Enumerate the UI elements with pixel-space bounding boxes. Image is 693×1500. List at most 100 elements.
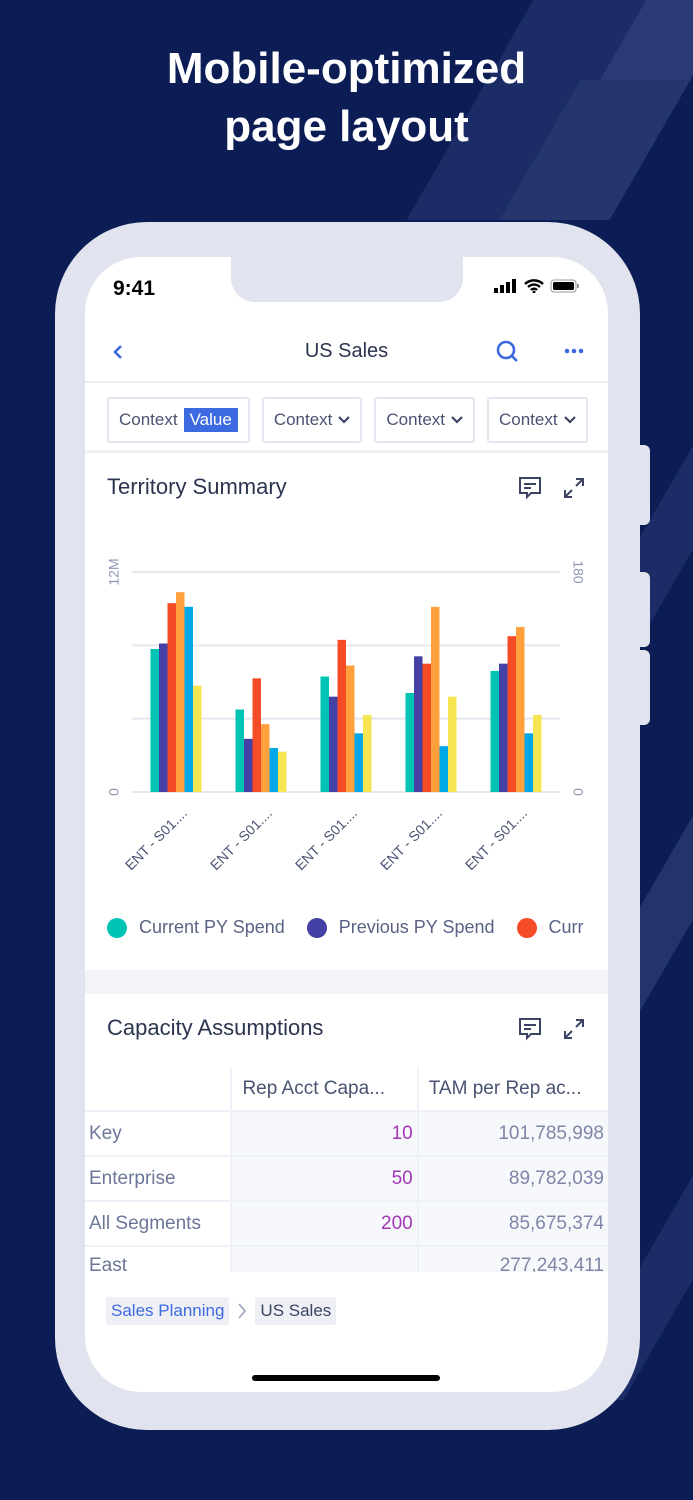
comment-icon[interactable]	[518, 1017, 542, 1041]
context-filter[interactable]: Context Value	[107, 397, 250, 443]
table-cell[interactable]: 89,782,039	[418, 1157, 608, 1200]
table-cell[interactable]	[232, 1247, 417, 1272]
context-value: Value	[183, 408, 238, 432]
chart-bar	[252, 678, 261, 792]
context-filter-bar: Context Value Context Context Context	[85, 385, 608, 453]
notch	[231, 257, 463, 302]
legend-dot	[306, 917, 327, 938]
x-axis-label: ENT - S01....	[377, 805, 445, 873]
chart-bar	[490, 671, 499, 792]
row-label: East	[85, 1247, 231, 1272]
back-chevron-icon[interactable]	[112, 344, 124, 360]
chart-bar	[507, 636, 516, 792]
chart-bar	[176, 592, 185, 792]
context-dropdown[interactable]: Context	[261, 397, 363, 443]
page-title: US Sales	[304, 340, 389, 362]
row-label: Key	[85, 1112, 231, 1155]
table-row: All Segments 200 85,675,374	[85, 1202, 608, 1247]
context-dropdown[interactable]: Context	[487, 397, 588, 443]
legend-item[interactable]: Curr	[516, 917, 584, 938]
chart-bar	[193, 685, 202, 792]
chart-bar	[337, 639, 346, 792]
context-dropdown[interactable]: Context	[374, 397, 475, 443]
breadcrumb: Sales Planning US Sales	[106, 1297, 337, 1325]
row-label: All Segments	[85, 1202, 231, 1245]
chart-bar	[159, 643, 168, 792]
territory-summary-title: Territory Summary	[107, 474, 287, 499]
phone-side-button	[638, 572, 650, 647]
table-cell[interactable]: 200	[232, 1202, 417, 1245]
more-icon[interactable]	[564, 347, 584, 355]
table-cell[interactable]: 10	[232, 1112, 417, 1155]
chevron-down-icon	[338, 416, 351, 424]
headline-line-2: page layout	[224, 102, 469, 151]
legend-label: Curr	[548, 917, 584, 937]
x-axis-label: ENT - S01....	[122, 805, 190, 873]
legend-item[interactable]: Current PY Spend	[107, 917, 285, 938]
context-label: Context	[386, 410, 445, 429]
legend-dot	[107, 917, 127, 938]
signal-icon	[494, 279, 516, 293]
search-icon[interactable]	[495, 339, 521, 365]
context-label: Context	[273, 410, 333, 429]
table-cell[interactable]: 85,675,374	[418, 1202, 608, 1245]
expand-icon[interactable]	[562, 476, 586, 500]
left-axis-tick: 0	[106, 788, 122, 796]
comment-icon[interactable]	[518, 476, 542, 500]
headline: Mobile-optimized page layout	[0, 40, 693, 156]
legend-label: Previous PY Spend	[338, 917, 495, 937]
table-cell[interactable]: 277,243,411	[418, 1247, 608, 1272]
chart-bar	[533, 715, 542, 792]
expand-icon[interactable]	[562, 1017, 586, 1041]
chart-bar	[320, 676, 329, 792]
table-cell[interactable]: 101,785,998	[418, 1112, 608, 1155]
chart-bar	[184, 606, 193, 792]
chevron-right-icon	[238, 1303, 247, 1319]
capacity-table: Rep Acct Capa... TAM per Rep ac... Key 1…	[85, 1067, 608, 1272]
chart-bar	[269, 748, 278, 792]
table-row: Key 10 101,785,998	[85, 1112, 608, 1157]
chart-bar	[439, 746, 448, 792]
home-indicator	[252, 1375, 440, 1381]
chart-bar	[354, 733, 363, 792]
battery-icon	[550, 279, 579, 293]
chart-bar	[244, 738, 253, 792]
legend-item[interactable]: Previous PY Spend	[306, 917, 495, 938]
chart-bar	[150, 649, 159, 792]
right-axis-tick: 180	[570, 560, 586, 584]
chart-bar	[516, 627, 525, 792]
table-header-row: Rep Acct Capa... TAM per Rep ac...	[85, 1067, 608, 1112]
context-label: Context	[499, 410, 558, 429]
capacity-assumptions-title: Capacity Assumptions	[107, 1015, 324, 1040]
column-header	[85, 1067, 231, 1110]
status-time: 9:41	[113, 277, 156, 300]
x-axis-label: ENT - S01....	[292, 805, 360, 873]
chart-bar	[235, 709, 244, 792]
breadcrumb-sales-planning[interactable]: Sales Planning	[106, 1297, 230, 1325]
chart-bar	[431, 606, 440, 792]
x-axis-label: ENT - S01....	[207, 805, 275, 873]
chevron-down-icon	[563, 416, 576, 424]
legend-dot	[516, 917, 537, 938]
chart-legend: Current PY Spend Previous PY Spend Curr	[107, 917, 584, 938]
legend-label: Current PY Spend	[139, 917, 285, 937]
column-header[interactable]: Rep Acct Capa...	[232, 1067, 417, 1110]
table-cell[interactable]: 50	[232, 1157, 417, 1200]
chart-bar	[499, 663, 508, 792]
phone-side-button	[638, 445, 650, 525]
left-axis-tick: 12M	[106, 558, 122, 585]
chart-bar	[346, 665, 355, 792]
table-row: Enterprise 50 89,782,039	[85, 1157, 608, 1202]
column-header[interactable]: TAM per Rep ac...	[418, 1067, 608, 1110]
chart-bar	[278, 751, 287, 792]
breadcrumb-us-sales[interactable]: US Sales	[255, 1297, 337, 1325]
chart-bar	[448, 696, 457, 792]
chevron-down-icon	[451, 416, 463, 424]
context-label: Context	[119, 410, 178, 429]
chart-bar	[167, 603, 176, 792]
phone-screen: 9:41 US Sales Context Value Context Conte…	[85, 257, 608, 1392]
table-row: East 277,243,411	[85, 1247, 608, 1272]
headline-line-1: Mobile-optimized	[166, 44, 527, 93]
chart-bar	[422, 663, 431, 792]
chart-bar	[405, 693, 414, 792]
